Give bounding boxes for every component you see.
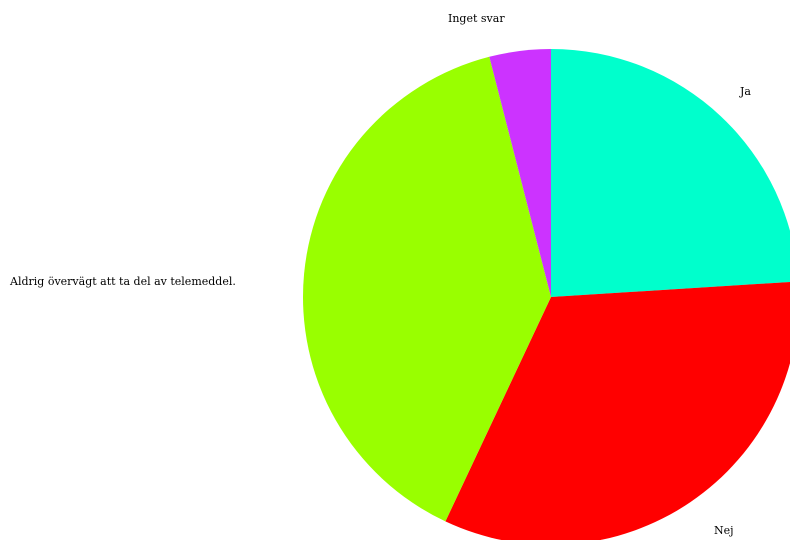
pie-slice-nej <box>445 281 790 540</box>
pie-slice-ja <box>551 49 790 297</box>
slice-label-ja: Ja <box>739 85 751 98</box>
pie-slices <box>302 49 790 540</box>
pie-labels: Ja Nej Aldrig övervägt att ta del av tel… <box>9 12 751 537</box>
slice-label-inget-svar: Inget svar <box>448 12 505 25</box>
pie-slice-aldrig <box>302 56 551 522</box>
slice-label-nej: Nej <box>714 524 734 537</box>
slice-label-aldrig: Aldrig övervägt att ta del av telemeddel… <box>9 275 236 288</box>
pie-slice-inget-svar <box>489 49 551 297</box>
